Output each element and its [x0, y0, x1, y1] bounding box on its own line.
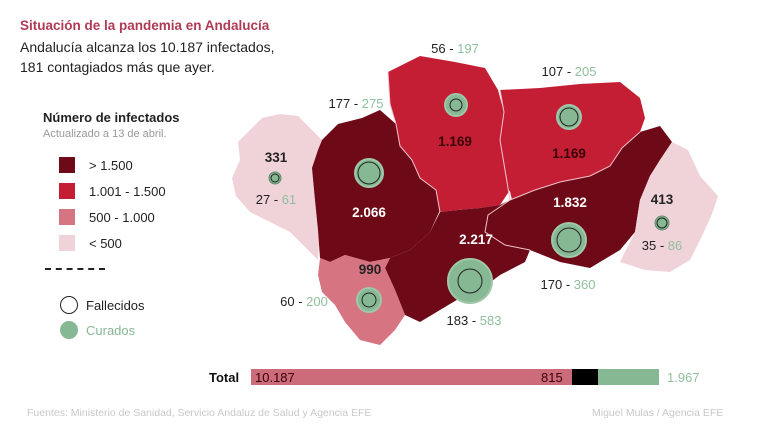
- subtitle: Andalucía alcanza los 10.187 infectados,…: [20, 37, 275, 77]
- infected-huelva: 331: [264, 150, 288, 165]
- province-almeria[interactable]: [620, 142, 718, 272]
- cured-bubble-sevilla: [354, 158, 384, 188]
- deaths-bubble-cadiz: [361, 292, 377, 308]
- legend-item-cured: Curados: [60, 321, 135, 339]
- stats-malaga: 183 - 583: [446, 313, 502, 328]
- subtitle-line-1: Andalucía alcanza los 10.187 infectados,: [20, 39, 275, 55]
- stats-granada: 170 - 360: [540, 277, 596, 292]
- province-malaga[interactable]: [385, 200, 530, 322]
- circle-outline-icon: [60, 296, 78, 314]
- legend-item-gt1500: > 1.500: [59, 157, 133, 173]
- province-cordoba[interactable]: [388, 56, 510, 212]
- legend-item-500-1000: 500 - 1.000: [59, 209, 155, 225]
- deaths-bubble-granada: [556, 227, 582, 253]
- legend-label: Curados: [86, 322, 136, 338]
- stats-cordoba: 56 - 197: [431, 41, 479, 56]
- legend-title: Número de infectados: [43, 110, 180, 125]
- footer-credit: Miguel Mulas / Agencia EFE: [592, 407, 724, 419]
- subtitle-line-2: 181 contagiados más que ayer.: [20, 59, 215, 75]
- infected-malaga: 2.217: [459, 232, 493, 247]
- deaths-bubble-huelva: [270, 173, 280, 183]
- total-label: Total: [209, 370, 240, 385]
- swatch-icon: [59, 183, 75, 199]
- legend-item-lt500: < 500: [59, 235, 122, 251]
- legend-label: 500 - 1.000: [89, 209, 155, 225]
- infected-cadiz: 990: [358, 262, 382, 277]
- stats-almeria: 35 - 86: [641, 238, 683, 253]
- total-cured-value: 1.967: [667, 370, 700, 385]
- footer-sources: Fuentes: Ministerio de Sanidad, Servicio…: [27, 407, 372, 419]
- stats-sevilla: 177 - 275: [328, 96, 384, 111]
- infected-jaen: 1.169: [552, 146, 586, 161]
- deaths-bubble-cordoba: [449, 98, 463, 112]
- total-deaths-bar: [572, 369, 598, 385]
- province-jaen[interactable]: [500, 82, 645, 200]
- swatch-icon: [59, 235, 75, 251]
- circle-filled-icon: [60, 321, 78, 339]
- infected-sevilla: 2.066: [352, 205, 386, 220]
- province-granada[interactable]: [485, 126, 672, 268]
- legend-divider: [45, 268, 105, 270]
- legend-label: Fallecidos: [86, 297, 145, 313]
- total-cured-bar: [598, 369, 659, 385]
- deaths-bubble-almeria: [656, 217, 668, 229]
- legend-label: > 1.500: [89, 157, 133, 173]
- legend-updated: Actualizado a 13 de abril.: [43, 128, 167, 140]
- total-infected-bar: [251, 369, 572, 385]
- total-infected-value: 10.187: [255, 370, 295, 385]
- stats-cadiz: 60 - 200: [280, 294, 328, 309]
- swatch-icon: [59, 209, 75, 225]
- infected-almeria: 413: [650, 192, 674, 207]
- cured-bubble-malaga: [447, 258, 493, 304]
- deaths-bubble-sevilla: [357, 161, 381, 185]
- legend-label: < 500: [89, 235, 122, 251]
- cured-bubble-cordoba: [444, 93, 468, 117]
- deaths-bubble-malaga: [457, 268, 483, 294]
- legend-label: 1.001 - 1.500: [89, 183, 166, 199]
- cured-bubble-jaen: [556, 104, 582, 130]
- stats-huelva: 27 - 61: [255, 192, 297, 207]
- legend-item-1001-1500: 1.001 - 1.500: [59, 183, 166, 199]
- deaths-bubble-jaen: [559, 107, 579, 127]
- cured-bubble-cadiz: [356, 287, 382, 313]
- infected-cordoba: 1.169: [438, 134, 472, 149]
- swatch-icon: [59, 157, 75, 173]
- infected-granada: 1.832: [553, 195, 587, 210]
- stats-jaen: 107 - 205: [541, 64, 597, 79]
- total-deaths-value: 815: [541, 370, 563, 385]
- legend-item-deaths: Fallecidos: [60, 296, 145, 314]
- province-huelva[interactable]: [232, 114, 322, 260]
- page-title: Situación de la pandemia en Andalucía: [20, 18, 270, 33]
- bubbles: [268, 93, 670, 313]
